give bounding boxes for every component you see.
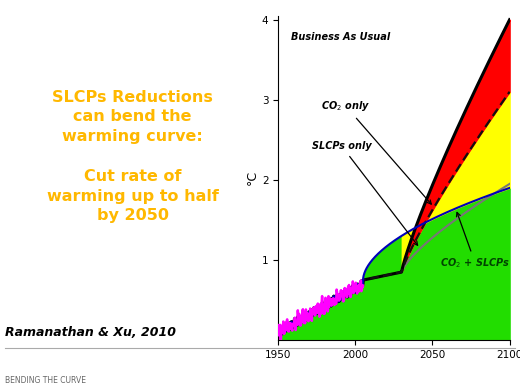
Text: CO$_2$ + SLCPs: CO$_2$ + SLCPs — [440, 212, 510, 270]
Text: Ramanathan & Xu, 2010: Ramanathan & Xu, 2010 — [5, 326, 176, 339]
Text: BENDING THE CURVE: BENDING THE CURVE — [5, 376, 86, 385]
Text: CO$_2$ only: CO$_2$ only — [321, 99, 431, 204]
Text: SLCPs only: SLCPs only — [312, 142, 418, 245]
Text: Business As Usual: Business As Usual — [291, 32, 390, 42]
Text: SLCPs Reductions
can bend the
warming curve:

Cut rate of
warming up to half
by : SLCPs Reductions can bend the warming cu… — [47, 90, 218, 223]
Y-axis label: °C: °C — [246, 170, 259, 185]
